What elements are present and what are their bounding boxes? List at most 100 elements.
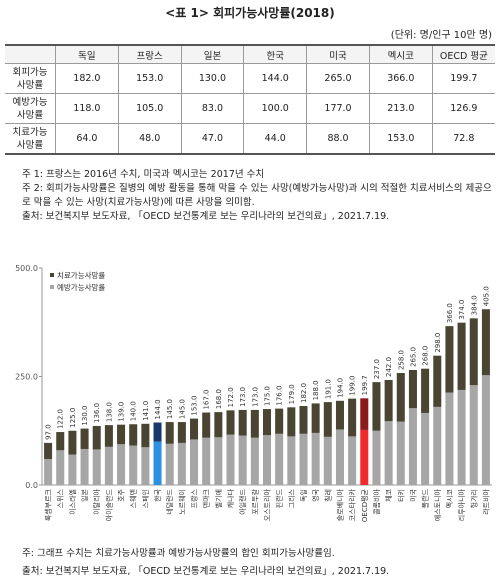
x-tick-label: 스웨덴 <box>129 489 138 508</box>
total-label: 173.0 <box>239 387 247 407</box>
row-label-line: 회피가능 <box>12 66 48 78</box>
bar-segment <box>226 434 235 485</box>
x-tick-label: 폴란드 <box>422 488 430 508</box>
x-tick-label: 호주 <box>118 488 126 501</box>
bar-segment <box>408 369 417 409</box>
bar-segment <box>44 458 53 485</box>
total-label: 122.0 <box>57 409 65 429</box>
total-label: 140.0 <box>130 401 138 421</box>
bar-segment <box>262 409 272 436</box>
legend-swatch <box>50 273 54 277</box>
x-tick-label: 덴마크 <box>202 488 211 508</box>
column-header: 멕시코 <box>368 44 433 64</box>
total-label: 199.7 <box>361 375 369 395</box>
x-tick-label: 핀란드 <box>275 488 284 508</box>
row-label-line: 사망률 <box>16 109 44 121</box>
bar-segment <box>165 443 174 485</box>
bar-segment <box>445 392 454 485</box>
bar-segment <box>287 407 296 437</box>
x-tick-label: 포르투갈 <box>251 488 259 514</box>
y-tick-label: 500.0 <box>15 264 38 273</box>
table-cell: 153.0 <box>368 123 433 155</box>
y-tick-label: 250.0 <box>15 373 38 382</box>
total-label: 405.0 <box>482 286 490 306</box>
bar-segment <box>238 435 247 485</box>
x-tick-label: 스페인 <box>141 489 150 508</box>
note: 출처: 보건복지부 보도자료, 「OECD 보건통계로 보는 우리나라의 보건의… <box>22 211 390 222</box>
bar-segment <box>457 389 466 485</box>
x-tick-label: 독일 <box>299 489 308 502</box>
total-label: 145.0 <box>166 399 174 419</box>
legend-label: 예방가능사망률 <box>57 282 105 292</box>
note: 주 1: 프랑스는 2016년 수치, 미국과 멕시코는 2017년 수치 <box>22 169 265 180</box>
x-tick-label: 영국 <box>311 488 320 501</box>
x-tick-label: 칠레 <box>323 489 332 502</box>
bar-segment <box>421 412 430 485</box>
total-label: 130.0 <box>81 406 89 426</box>
x-tick-label: 콜롬비아 <box>372 488 381 514</box>
bar-segment <box>275 433 284 485</box>
table-row: 치료가능 사망률 64.0 48.0 47.0 44.0 88.0 153.0 72.8 <box>5 123 495 155</box>
bar-segment <box>92 449 101 485</box>
bar-segment <box>384 421 393 485</box>
total-label: 366.0 <box>446 303 454 323</box>
bar-segment <box>141 447 150 485</box>
x-tick-label: 체코 <box>385 488 393 501</box>
legend-swatch <box>50 285 54 289</box>
bar-segment <box>104 425 113 447</box>
x-tick-label: 벨기에 <box>214 489 223 508</box>
column-header: 한국 <box>243 44 308 64</box>
x-tick-label: 리투아니아 <box>457 488 466 521</box>
bar-segment <box>177 422 186 443</box>
total-label: 97.0 <box>45 424 53 440</box>
x-tick-label: 아이슬란드 <box>104 488 113 521</box>
table-cell: 88.0 <box>306 123 370 155</box>
total-label: 168.0 <box>215 389 223 409</box>
total-label: 172.0 <box>227 387 235 407</box>
x-tick-label: 이스라엘 <box>68 489 77 515</box>
bar-segment <box>202 412 211 438</box>
bar-segment <box>323 402 332 437</box>
header-row: 독일 프랑스 일본 한국 미국 멕시코 OECD 평균 <box>5 44 495 64</box>
bar-segment <box>129 424 138 446</box>
x-tick-label: 라트비아 <box>481 488 490 514</box>
x-tick-label: 코스타리카 <box>348 488 357 521</box>
bar-segment <box>481 375 490 485</box>
bar-segment <box>214 412 223 438</box>
bar-segment <box>250 437 259 485</box>
table-cell: 265.0 <box>306 63 370 94</box>
x-tick-label: 아일랜드 <box>238 488 247 514</box>
total-label: 199.0 <box>349 376 357 396</box>
table-row: 회피가능 사망률 182.0 153.0 130.0 144.0 265.0 366.0 199… <box>5 63 495 94</box>
bar-segment <box>250 409 259 438</box>
bar-segment <box>445 326 454 393</box>
bar-segment <box>117 444 126 485</box>
x-tick-label: OECD평균 <box>360 488 369 522</box>
bar-segment <box>360 398 369 430</box>
bar-segment <box>190 439 199 485</box>
bar-segment <box>421 368 430 413</box>
table-title: <표 1> 회피가능사망률(2018) <box>165 6 335 20</box>
bar-segment <box>68 430 77 455</box>
corner-cell <box>5 44 56 64</box>
bar-segment <box>384 379 393 422</box>
total-label: 268.0 <box>422 346 430 366</box>
x-tick-label: 슬로베니아 <box>335 488 344 521</box>
bar-segment <box>68 454 77 485</box>
bar-segment <box>469 385 478 485</box>
x-tick-label: 한국 <box>154 488 162 501</box>
legend-label: 치료가능사망률 <box>57 270 105 280</box>
bar-segment <box>165 422 174 444</box>
x-tick-label: 미국 <box>408 488 417 501</box>
bar-segment <box>80 428 89 449</box>
total-label: 136.0 <box>93 403 101 423</box>
total-label: 179.0 <box>288 384 296 404</box>
bar-segment <box>348 436 357 485</box>
bar-segment <box>56 450 65 485</box>
table-cell: 83.0 <box>180 93 245 124</box>
row-label-line: 사망률 <box>16 79 44 91</box>
column-header: 일본 <box>180 44 245 64</box>
column-header: 미국 <box>306 44 370 64</box>
bar-segment <box>177 442 186 485</box>
